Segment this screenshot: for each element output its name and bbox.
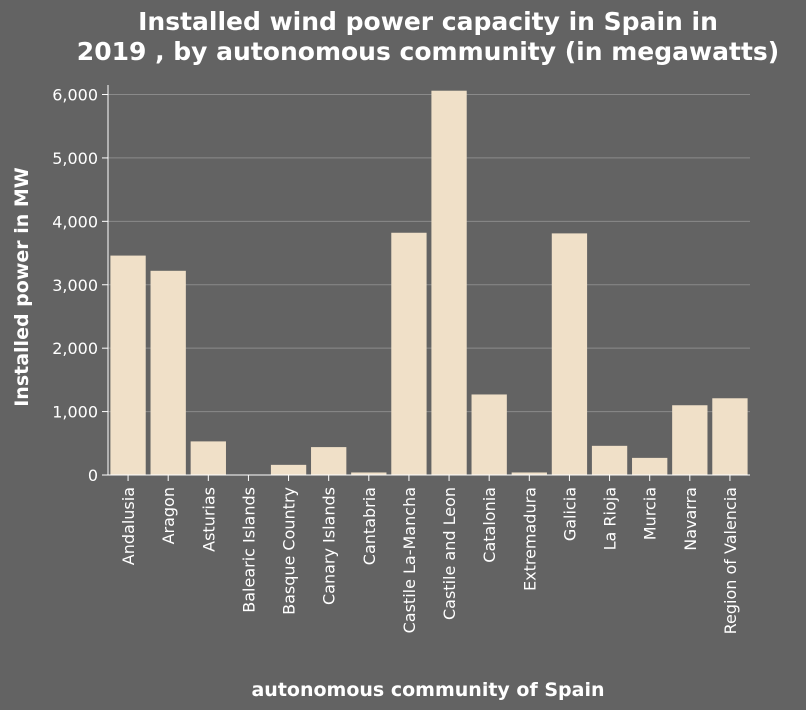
y-tick-label: 2,000 — [52, 339, 98, 358]
y-tick-labels: 0 1,000 2,000 3,000 4,000 5,000 6,000 — [52, 86, 98, 485]
bar — [471, 394, 507, 475]
x-tick-label: Galicia — [560, 487, 579, 541]
bar — [150, 270, 186, 475]
axes — [102, 85, 750, 481]
y-tick-label: 5,000 — [52, 149, 98, 168]
chart-title-line-1: Installed wind power capacity in Spain i… — [138, 7, 718, 36]
bar — [591, 445, 628, 475]
x-tick-label: Extremadura — [520, 487, 539, 591]
x-tick-label: Basque Country — [280, 487, 299, 615]
bar — [511, 472, 547, 475]
bars — [110, 90, 748, 476]
bar — [391, 232, 427, 475]
x-tick-label: Castile and Leon — [440, 487, 459, 620]
bar — [311, 447, 347, 475]
x-tick-label: Navarra — [681, 487, 700, 551]
bar — [712, 398, 748, 475]
bar — [110, 255, 146, 475]
x-tick-label: Canary Islands — [320, 487, 339, 605]
bar — [270, 464, 307, 475]
bar — [431, 90, 467, 476]
bar — [632, 457, 668, 475]
gridlines — [108, 94, 750, 413]
x-axis-title: autonomous community of Spain — [251, 679, 604, 701]
bar — [190, 441, 226, 475]
chart-title-line-2: 2019 , by autonomous community (in megaw… — [77, 37, 779, 66]
x-tick-label: Asturias — [199, 487, 218, 552]
bar — [351, 472, 387, 475]
x-tick-label: Cantabria — [360, 487, 379, 565]
y-tick-label: 3,000 — [52, 276, 98, 295]
y-tick-label: 1,000 — [52, 403, 98, 422]
x-tick-labels: Andalusia Aragon Asturias Balearic Islands B… — [119, 487, 740, 634]
y-tick-label: 4,000 — [52, 212, 98, 231]
y-tick-label: 0 — [88, 466, 98, 485]
x-tick-label: Castile La-Mancha — [400, 487, 419, 633]
x-tick-label: Murcia — [641, 487, 660, 540]
bar — [672, 405, 708, 475]
x-tick-label: La Rioja — [601, 487, 620, 550]
x-tick-label: Balearic Islands — [239, 487, 258, 613]
x-tick-label: Aragon — [159, 487, 178, 544]
y-axis-title: Installed power in MW — [11, 167, 33, 407]
x-tick-label: Andalusia — [119, 487, 138, 565]
x-tick-label: Catalonia — [480, 487, 499, 563]
x-tick-label: Region of Valencia — [721, 487, 740, 634]
y-tick-label: 6,000 — [52, 86, 98, 105]
bar — [551, 233, 588, 475]
